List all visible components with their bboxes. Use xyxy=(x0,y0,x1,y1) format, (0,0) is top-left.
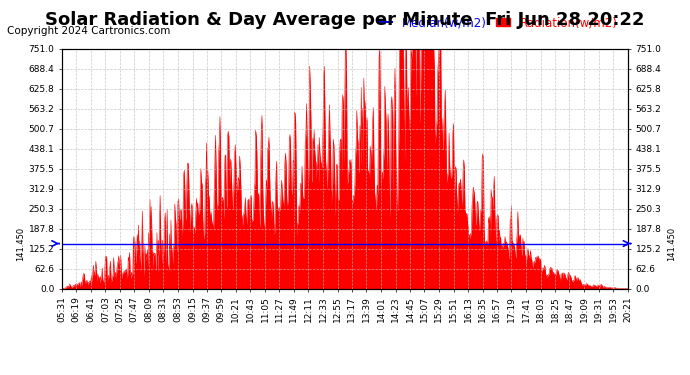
Text: Copyright 2024 Cartronics.com: Copyright 2024 Cartronics.com xyxy=(7,26,170,36)
Text: 141.450: 141.450 xyxy=(667,226,676,261)
Text: Solar Radiation & Day Average per Minute  Fri Jun 28 20:22: Solar Radiation & Day Average per Minute… xyxy=(46,11,644,29)
Text: 141.450: 141.450 xyxy=(17,226,26,261)
Legend: Median(w/m2), Radiation(w/m2): Median(w/m2), Radiation(w/m2) xyxy=(373,12,622,34)
